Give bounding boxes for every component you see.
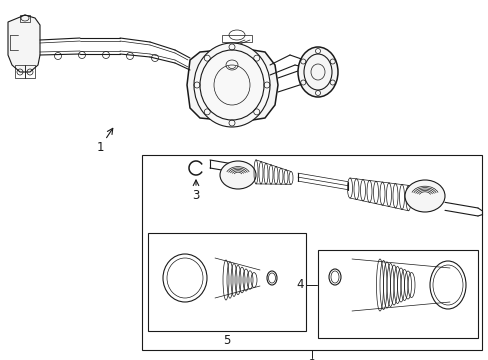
Bar <box>148 233 305 331</box>
Ellipse shape <box>297 47 337 97</box>
Bar <box>142 155 481 350</box>
Ellipse shape <box>404 180 444 212</box>
Text: 5: 5 <box>223 334 230 347</box>
Text: 1: 1 <box>96 141 103 154</box>
Polygon shape <box>186 48 278 122</box>
Text: 2: 2 <box>307 357 315 360</box>
Text: 4: 4 <box>296 279 303 292</box>
Bar <box>317 250 477 338</box>
Ellipse shape <box>194 43 269 127</box>
Text: 3: 3 <box>192 189 199 202</box>
Polygon shape <box>8 15 40 72</box>
Ellipse shape <box>220 161 256 189</box>
